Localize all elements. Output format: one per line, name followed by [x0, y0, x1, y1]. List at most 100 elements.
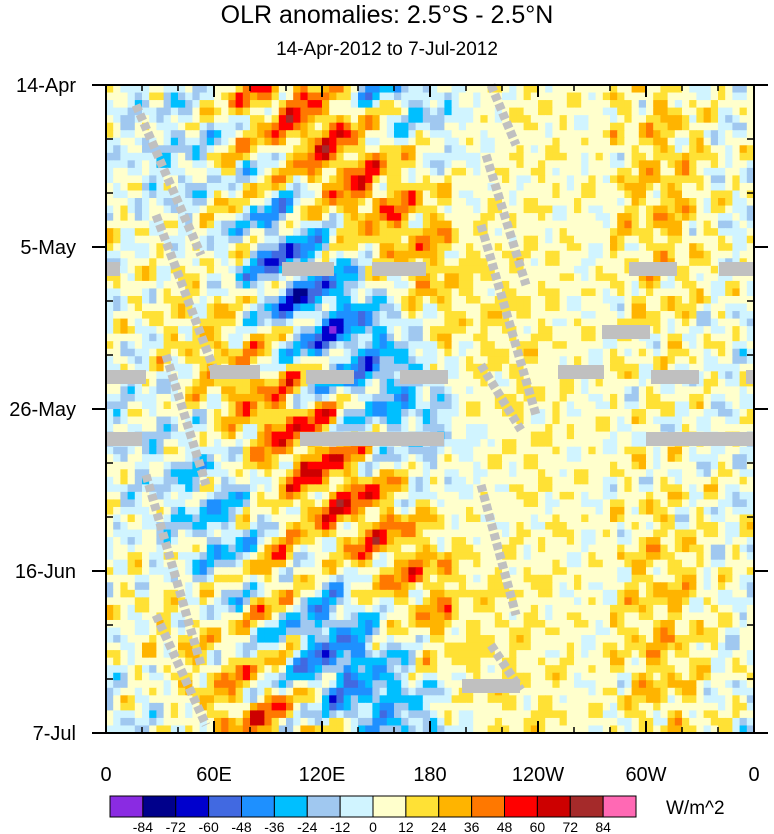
heatmap-cell	[444, 311, 453, 320]
heatmap-cell	[307, 280, 316, 290]
heatmap-cell	[458, 303, 467, 312]
heatmap-cell	[214, 476, 222, 485]
heatmap-cell	[358, 318, 366, 327]
heatmap-cell	[293, 175, 301, 184]
heatmap-cell	[264, 499, 273, 508]
heatmap-cell	[718, 386, 726, 395]
heatmap-cell	[430, 424, 438, 433]
heatmap-cell	[581, 152, 589, 161]
heatmap-cell	[444, 115, 453, 124]
heatmap-cell	[602, 341, 611, 350]
heatmap-cell	[682, 288, 690, 297]
heatmap-cell	[300, 393, 309, 403]
heatmap-cell	[271, 341, 280, 350]
heatmap-cell	[480, 409, 489, 418]
heatmap-cell	[307, 318, 316, 327]
heatmap-cell	[401, 175, 409, 184]
heatmap-cell	[221, 137, 229, 146]
heatmap-cell	[408, 198, 417, 207]
heatmap-cell	[257, 220, 265, 229]
heatmap-cell	[242, 228, 251, 237]
heatmap-cell	[192, 220, 201, 229]
heatmap-cell	[264, 145, 273, 154]
heatmap-cell	[674, 273, 683, 282]
heatmap-cell	[250, 228, 258, 237]
heatmap-cell	[502, 265, 510, 274]
heatmap-cell	[149, 85, 157, 94]
heatmap-cell	[120, 250, 129, 259]
heatmap-cell	[566, 258, 575, 267]
heatmap-cell	[480, 476, 489, 485]
heatmap-cell	[149, 198, 157, 207]
heatmap-cell	[638, 295, 647, 305]
heatmap-cell	[214, 431, 222, 440]
heatmap-cell	[329, 137, 337, 146]
heatmap-cell	[257, 424, 265, 433]
heatmap-cell	[487, 235, 496, 244]
heatmap-cell	[725, 175, 733, 184]
heatmap-cell	[725, 92, 733, 101]
heatmap-cell	[415, 190, 424, 199]
heatmap-cell	[739, 326, 748, 335]
heatmap-cell	[422, 145, 431, 154]
heatmap-cell	[674, 243, 683, 252]
heatmap-cell	[494, 258, 503, 267]
heatmap-cell	[444, 167, 453, 177]
heatmap-cell	[458, 484, 467, 493]
heatmap-cell	[271, 378, 280, 387]
heatmap-cell	[487, 303, 496, 312]
heatmap-cell	[199, 152, 208, 161]
heatmap-cell	[156, 491, 165, 501]
heatmap-cell	[199, 401, 208, 410]
heatmap-cell	[638, 303, 647, 312]
heatmap-cell	[322, 409, 330, 418]
heatmap-cell	[401, 318, 409, 327]
heatmap-cell	[264, 265, 273, 274]
heatmap-cell	[178, 416, 186, 425]
heatmap-cell	[667, 228, 676, 237]
heatmap-cell	[415, 469, 424, 478]
heatmap-cell	[595, 431, 604, 440]
heatmap-cell	[646, 446, 654, 455]
heatmap-cell	[494, 311, 503, 320]
heatmap-cell	[523, 491, 532, 501]
heatmap-cell	[530, 295, 539, 305]
heatmap-cell	[473, 182, 481, 192]
heatmap-cell	[437, 333, 445, 342]
heatmap-cell	[329, 175, 337, 184]
heatmap-cell	[502, 461, 510, 470]
heatmap-cell	[653, 288, 661, 297]
heatmap-cell	[538, 295, 546, 305]
heatmap-cell	[588, 198, 597, 207]
heatmap-cell	[170, 92, 179, 101]
heatmap-cell	[271, 100, 280, 109]
heatmap-cell	[710, 416, 719, 425]
heatmap-cell	[588, 130, 597, 139]
heatmap-cell	[624, 115, 633, 124]
heatmap-cell	[653, 107, 661, 116]
heatmap-cell	[134, 469, 143, 478]
heatmap-cell	[314, 100, 323, 109]
heatmap-cell	[696, 258, 705, 267]
heatmap-cell	[293, 454, 301, 463]
heatmap-cell	[358, 424, 366, 433]
heatmap-cell	[286, 85, 294, 94]
heatmap-cell	[214, 461, 222, 470]
heatmap-cell	[689, 476, 697, 485]
heatmap-cell	[710, 288, 719, 297]
heatmap-cell	[480, 205, 489, 214]
heatmap-cell	[458, 288, 467, 297]
heatmap-cell	[113, 85, 121, 94]
heatmap-cell	[696, 401, 705, 410]
heatmap-cell	[134, 288, 143, 297]
heatmap-cell	[444, 152, 453, 161]
heatmap-cell	[401, 152, 409, 161]
heatmap-cell	[214, 318, 222, 327]
heatmap-cell	[466, 431, 474, 440]
heatmap-cell	[674, 363, 683, 372]
heatmap-cell	[386, 318, 395, 327]
heatmap-cell	[631, 85, 640, 94]
heatmap-cell	[538, 393, 546, 403]
heatmap-cell	[739, 461, 748, 470]
heatmap-cell	[358, 190, 366, 199]
